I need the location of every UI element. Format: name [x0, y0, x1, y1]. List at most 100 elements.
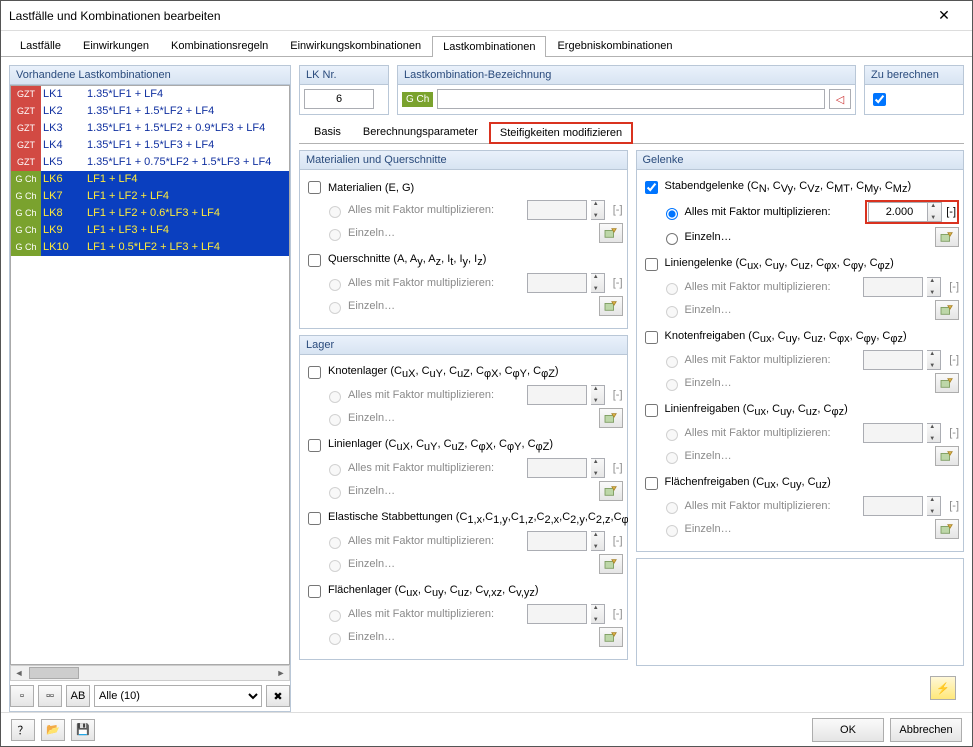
empty-group: [636, 558, 965, 666]
lk-table[interactable]: GZTLK11.35*LF1 + LF4GZTLK21.35*LF1 + 1.5…: [10, 85, 290, 665]
main-tab-5[interactable]: Ergebniskombinationen: [546, 35, 683, 56]
spinner-icon: [927, 277, 941, 297]
factor-input: [527, 604, 587, 624]
bez-label: Lastkombination-Bezeichnung: [398, 66, 855, 85]
table-row[interactable]: G ChLK9LF1 + LF3 + LF4: [11, 222, 289, 239]
item-checkbox[interactable]: [645, 477, 658, 490]
radio-single: [329, 229, 341, 241]
calc-checkbox[interactable]: [873, 93, 886, 106]
filter-select[interactable]: Alle (10): [94, 685, 262, 707]
stiffness-item: Flächenfreigaben (Cux, Cuy, Cuz)Alles mi…: [641, 474, 960, 539]
radio-all: [666, 356, 678, 368]
table-row[interactable]: GZTLK21.35*LF1 + 1.5*LF2 + LF4: [11, 103, 289, 120]
edit-icon: [599, 408, 623, 428]
item-checkbox[interactable]: [308, 181, 321, 194]
sub-tab-0[interactable]: Basis: [303, 121, 352, 143]
scroll-left-icon[interactable]: ◄: [11, 668, 27, 678]
lightning-button[interactable]: ⚡: [930, 676, 956, 700]
radio-single-label: Einzeln…: [348, 300, 591, 312]
scroll-thumb[interactable]: [29, 667, 79, 679]
radio-all: [329, 610, 341, 622]
close-icon[interactable]: ✕: [924, 7, 964, 24]
copy-button[interactable]: ▫▫: [38, 685, 62, 707]
table-row[interactable]: G ChLK8LF1 + LF2 + 0.6*LF3 + LF4: [11, 205, 289, 222]
item-checkbox[interactable]: [308, 254, 321, 267]
open-button[interactable]: 📂: [41, 719, 65, 741]
left-toolbar: ▫ ▫▫ AB Alle (10) ✖: [10, 681, 290, 711]
item-checkbox[interactable]: [645, 181, 658, 194]
help-button[interactable]: ？: [11, 719, 35, 741]
stiffness-item: Knotenfreigaben (Cux, Cuy, Cuz, Cφx, Cφy…: [641, 328, 960, 393]
table-row[interactable]: GZTLK11.35*LF1 + LF4: [11, 86, 289, 103]
unit-label: [-]: [613, 462, 623, 474]
item-checkbox[interactable]: [308, 439, 321, 452]
spinner-icon: [591, 458, 605, 478]
bez-tag: G Ch: [402, 92, 433, 107]
factor-input: [527, 385, 587, 405]
item-label: Flächenfreigaben (Cux, Cuy, Cuz): [665, 476, 831, 491]
sort-button[interactable]: AB: [66, 685, 90, 707]
radio-single-label: Einzeln…: [348, 485, 591, 497]
table-row[interactable]: G ChLK10LF1 + 0.5*LF2 + LF3 + LF4: [11, 239, 289, 256]
main-tabs: LastfälleEinwirkungenKombinationsregelnE…: [1, 31, 972, 57]
radio-all: [666, 283, 678, 295]
edit-icon: [599, 296, 623, 316]
bez-input[interactable]: [437, 89, 825, 109]
edit-icon[interactable]: [935, 227, 959, 247]
sub-tab-2[interactable]: Steifigkeiten modifizieren: [489, 122, 633, 144]
table-row[interactable]: G ChLK6LF1 + LF4: [11, 171, 289, 188]
section-title: Materialien und Querschnitte: [300, 151, 627, 170]
h-scrollbar[interactable]: ◄ ►: [10, 665, 290, 681]
new-button[interactable]: ▫: [10, 685, 34, 707]
item-label: Stabendgelenke (CN, CVy, CVz, CMT, CMy, …: [665, 180, 912, 195]
sub-tab-1[interactable]: Berechnungsparameter: [352, 121, 489, 143]
edit-icon: [935, 446, 959, 466]
row-name: LK6: [43, 171, 87, 188]
item-label: Elastische Stabbettungen (C1,x,C1,y,C1,z…: [328, 511, 628, 526]
spinner-icon: [591, 604, 605, 624]
item-checkbox[interactable]: [645, 331, 658, 344]
item-checkbox[interactable]: [645, 258, 658, 271]
row-tag: GZT: [11, 154, 41, 171]
table-row[interactable]: GZTLK51.35*LF1 + 0.75*LF2 + 1.5*LF3 + LF…: [11, 154, 289, 171]
main-tab-2[interactable]: Kombinationsregeln: [160, 35, 279, 56]
stiffness-body: Materialien und Querschnitte Materialien …: [299, 150, 964, 666]
cancel-button[interactable]: Abbrechen: [890, 718, 962, 742]
radio-single-label: Einzeln…: [348, 412, 591, 424]
section-title: Lager: [300, 336, 627, 355]
lknr-group: LK Nr.: [299, 65, 389, 115]
unit-label: [-]: [949, 500, 959, 512]
lknr-input[interactable]: [304, 89, 374, 109]
row-name: LK8: [43, 205, 87, 222]
radio-single: [329, 560, 341, 572]
factor-input: [527, 531, 587, 551]
row-tag: G Ch: [11, 239, 41, 256]
main-tab-1[interactable]: Einwirkungen: [72, 35, 160, 56]
row-desc: LF1 + LF2 + LF4: [87, 188, 289, 205]
radio-single-label: Einzeln…: [348, 227, 591, 239]
radio-all-label: Alles mit Faktor multiplizieren:: [685, 206, 862, 218]
spinner-icon: [591, 385, 605, 405]
spinner-icon[interactable]: [928, 202, 942, 222]
item-checkbox[interactable]: [645, 404, 658, 417]
main-tab-3[interactable]: Einwirkungskombinationen: [279, 35, 432, 56]
radio-single[interactable]: [666, 233, 678, 245]
table-row[interactable]: G ChLK7LF1 + LF2 + LF4: [11, 188, 289, 205]
item-checkbox[interactable]: [308, 512, 321, 525]
main-tab-4[interactable]: Lastkombinationen: [432, 36, 546, 57]
delete-button[interactable]: ✖: [266, 685, 290, 707]
scroll-right-icon[interactable]: ►: [273, 668, 289, 678]
item-checkbox[interactable]: [308, 585, 321, 598]
save-button[interactable]: 💾: [71, 719, 95, 741]
main-tab-0[interactable]: Lastfälle: [9, 35, 72, 56]
item-checkbox[interactable]: [308, 366, 321, 379]
table-row[interactable]: GZTLK41.35*LF1 + 1.5*LF3 + LF4: [11, 137, 289, 154]
radio-single: [329, 414, 341, 426]
unit-label: [-]: [949, 281, 959, 293]
radio-all[interactable]: [666, 208, 678, 220]
ok-button[interactable]: OK: [812, 718, 884, 742]
table-row[interactable]: GZTLK31.35*LF1 + 1.5*LF2 + 0.9*LF3 + LF4: [11, 120, 289, 137]
bez-dropdown-button[interactable]: ◁: [829, 89, 851, 109]
factor-input[interactable]: [868, 202, 928, 222]
stiffness-item: Materialien (E, G)Alles mit Faktor multi…: [304, 178, 623, 243]
